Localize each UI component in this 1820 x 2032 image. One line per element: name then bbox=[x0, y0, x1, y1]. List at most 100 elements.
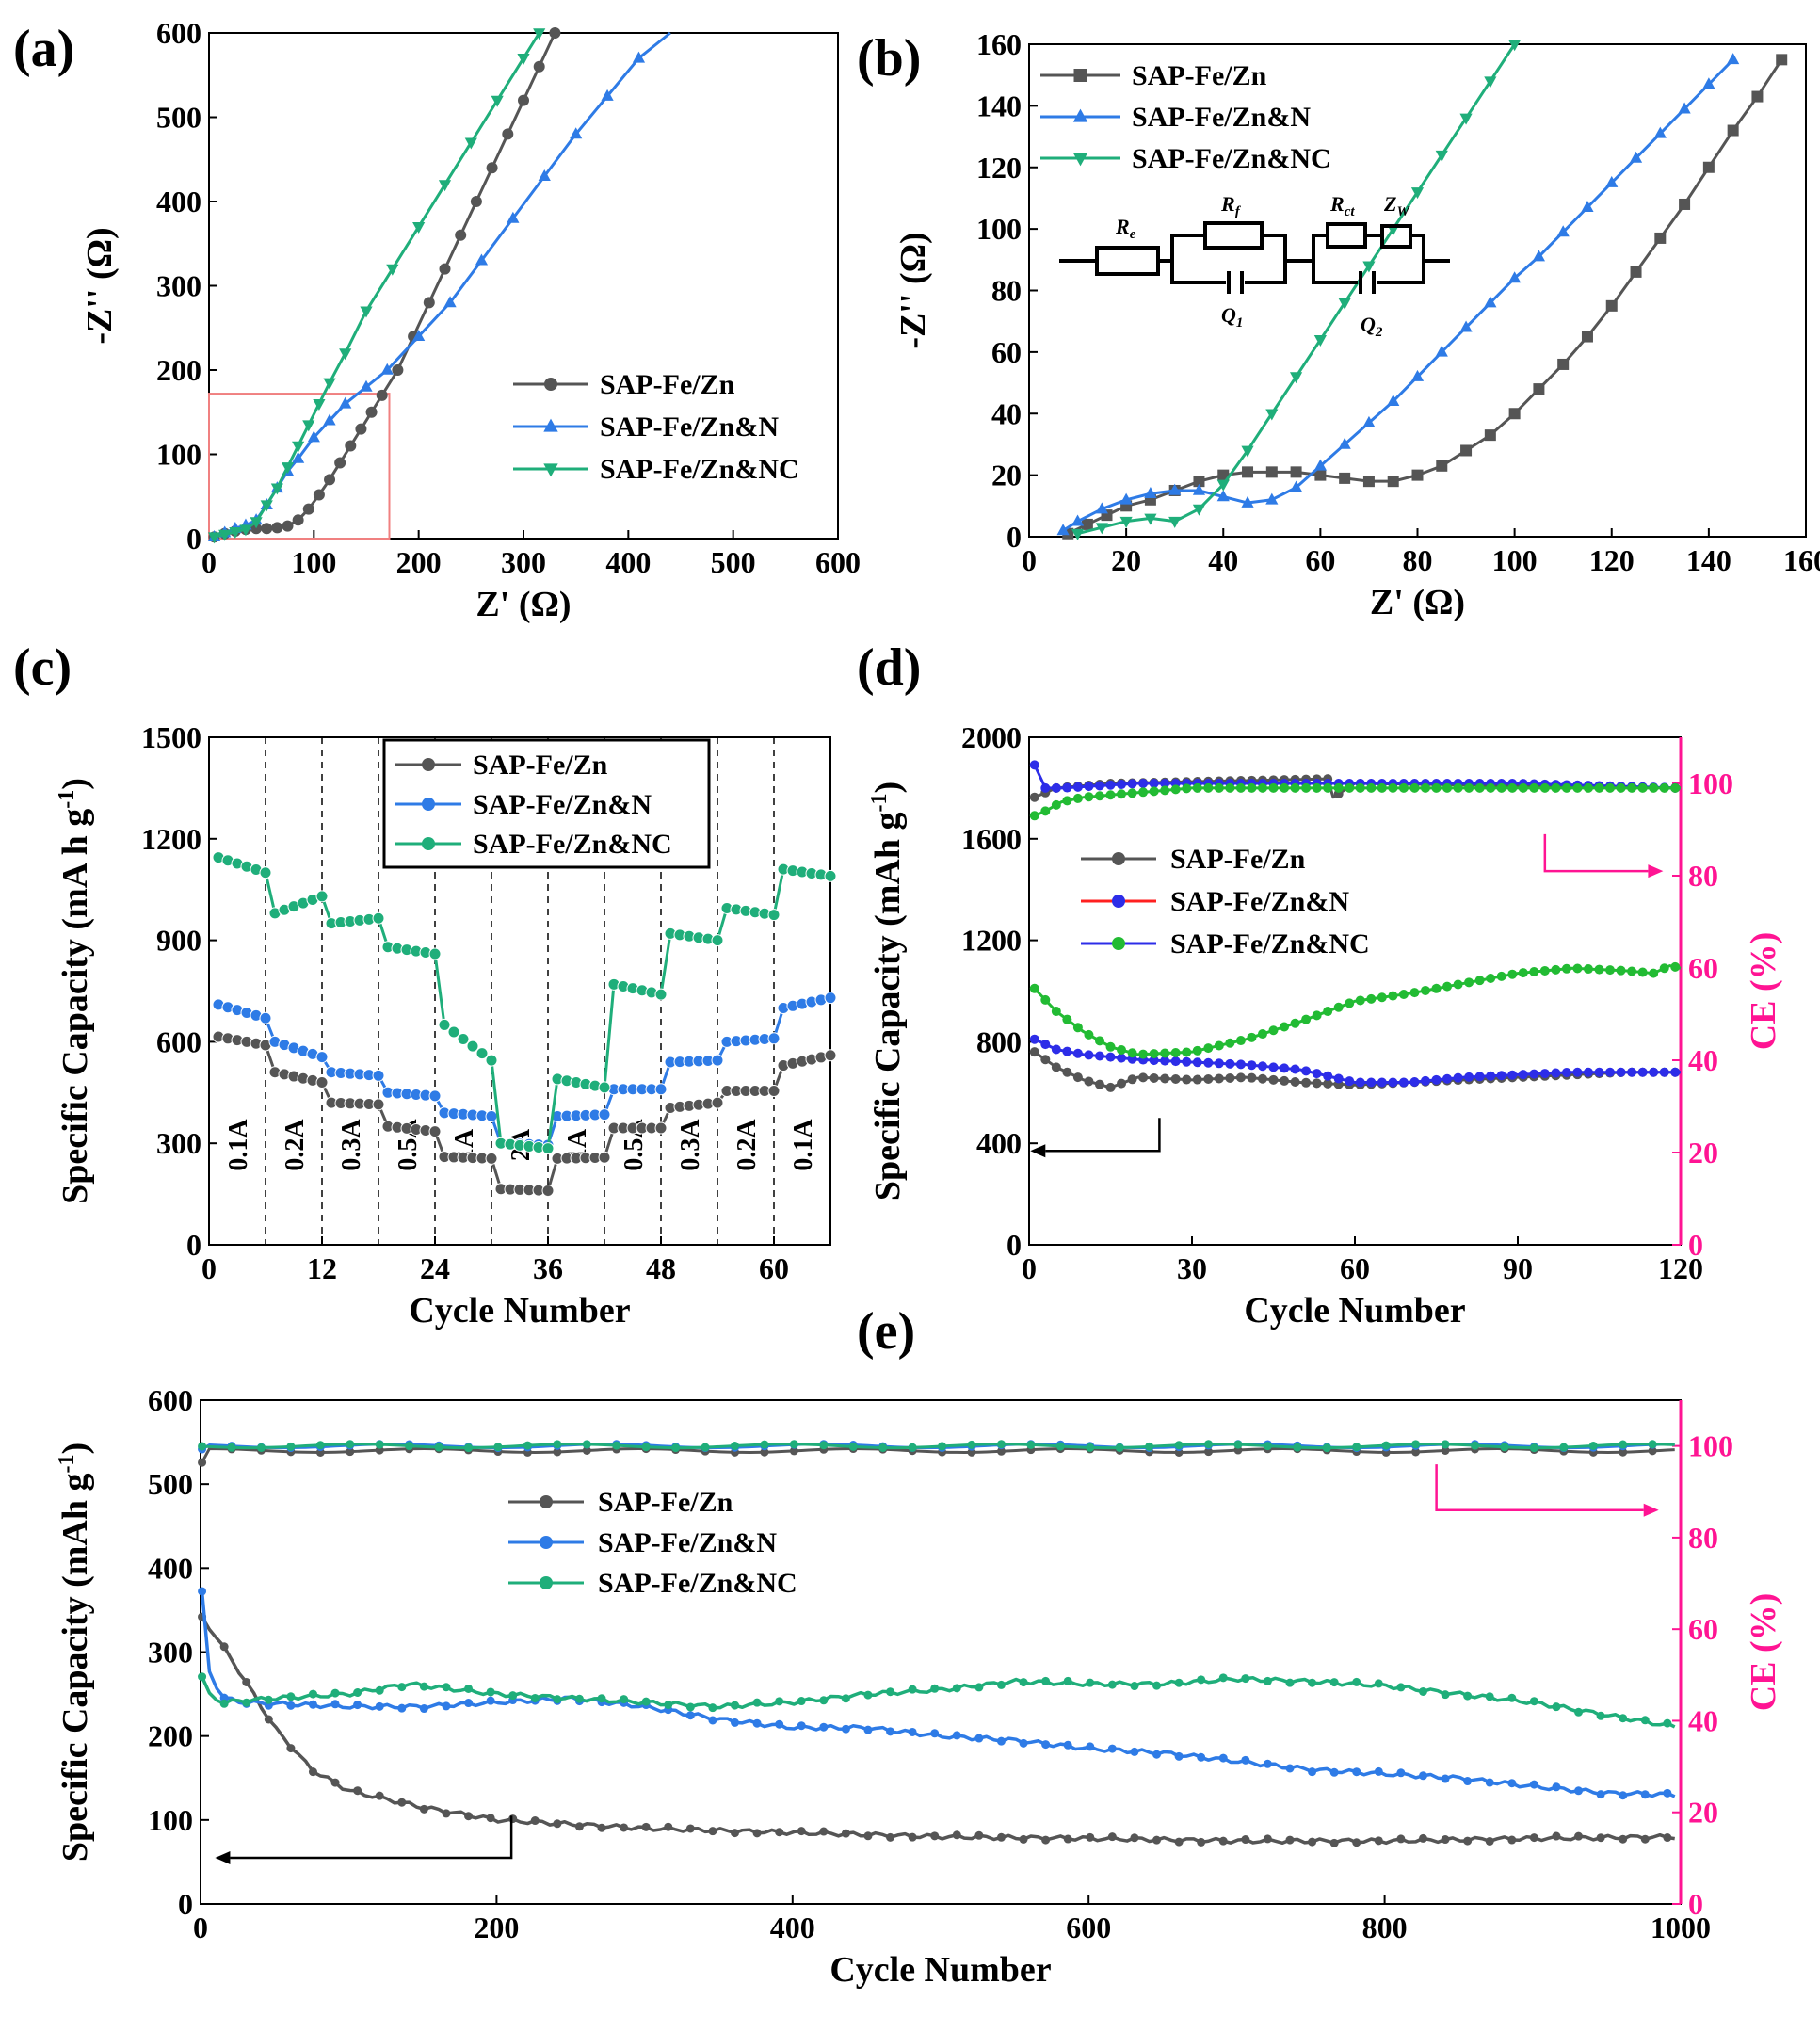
capacity-point bbox=[330, 1778, 340, 1787]
x-axis-label: Z' (Ω) bbox=[475, 585, 571, 624]
capacity-point bbox=[464, 1699, 474, 1708]
x-tick-label: 0 bbox=[201, 545, 217, 579]
capacity-point bbox=[1019, 1738, 1028, 1748]
ce-point bbox=[1659, 782, 1669, 793]
data-point bbox=[438, 180, 452, 192]
capacity-point bbox=[1285, 1764, 1295, 1773]
capacity-point bbox=[1323, 1007, 1333, 1017]
y-tick-label: 1200 bbox=[961, 924, 1022, 958]
capacity-point bbox=[1235, 1059, 1246, 1070]
capacity-point bbox=[574, 1822, 584, 1831]
x-tick-label: 0 bbox=[201, 1251, 217, 1285]
capacity-point bbox=[1182, 1047, 1192, 1057]
data-point bbox=[1484, 76, 1497, 89]
ce-point bbox=[1588, 1441, 1598, 1450]
ce-tick-label: 60 bbox=[1688, 951, 1718, 985]
capacity-point bbox=[597, 1823, 606, 1832]
capacity-point bbox=[996, 1680, 1006, 1689]
y-tick-label: 200 bbox=[156, 353, 201, 387]
data-point bbox=[315, 1051, 329, 1064]
x-tick-label: 120 bbox=[1658, 1251, 1703, 1285]
capacity-point bbox=[1463, 1691, 1473, 1701]
ce-point bbox=[1055, 1442, 1065, 1451]
capacity-point bbox=[1203, 1057, 1214, 1068]
ce-point bbox=[1323, 782, 1333, 793]
capacity-point bbox=[1170, 1056, 1181, 1067]
x-tick-label: 36 bbox=[533, 1251, 563, 1285]
x-tick-label: 200 bbox=[396, 545, 442, 579]
data-point bbox=[541, 1185, 555, 1198]
ce-point bbox=[967, 1440, 976, 1449]
data-point bbox=[475, 1047, 489, 1060]
legend-label: SAP-Fe/Zn bbox=[600, 369, 735, 400]
capacity-point bbox=[1301, 1077, 1312, 1088]
capacity-point bbox=[1594, 1067, 1604, 1077]
label-zw: ZW bbox=[1383, 192, 1410, 219]
ce-point bbox=[1149, 786, 1159, 797]
data-point bbox=[767, 1085, 781, 1098]
data-point bbox=[229, 527, 242, 540]
data-point bbox=[307, 430, 320, 443]
data-point bbox=[570, 127, 583, 139]
data-point bbox=[1653, 126, 1667, 138]
ce-point bbox=[1594, 782, 1604, 793]
capacity-point bbox=[775, 1828, 784, 1837]
y-tick-label: 60 bbox=[991, 335, 1022, 369]
capacity-point bbox=[863, 1690, 873, 1700]
capacity-point bbox=[1094, 1051, 1104, 1061]
capacity-point bbox=[1583, 1067, 1593, 1077]
data-point bbox=[315, 890, 329, 903]
capacity-point bbox=[1352, 1838, 1361, 1847]
data-point bbox=[292, 441, 305, 453]
y-axis-label: Specific Capacity (mAh g-1) bbox=[867, 782, 908, 1201]
capacity-point bbox=[1507, 969, 1518, 979]
y-tick-label: 40 bbox=[991, 396, 1022, 430]
data-point bbox=[1338, 437, 1351, 449]
capacity-point bbox=[886, 1687, 895, 1697]
data-point bbox=[324, 474, 336, 486]
capacity-point bbox=[597, 1694, 606, 1703]
data-point bbox=[292, 451, 305, 463]
capacity-point bbox=[1398, 1077, 1409, 1088]
x-tick-label: 160 bbox=[1783, 543, 1820, 577]
ce-point bbox=[1627, 782, 1637, 793]
ce-point bbox=[1263, 1442, 1272, 1451]
capacity-point bbox=[1105, 1041, 1116, 1052]
capacity-point bbox=[1290, 1018, 1300, 1028]
data-point bbox=[1508, 40, 1522, 52]
data-point bbox=[1168, 483, 1182, 495]
ce-point bbox=[1149, 779, 1159, 788]
x-tick-label: 12 bbox=[307, 1251, 337, 1285]
capacity-point bbox=[1640, 1716, 1650, 1725]
legend-label: SAP-Fe/Zn&N bbox=[598, 1527, 777, 1558]
capacity-point bbox=[863, 1725, 873, 1734]
y-tick-label: 500 bbox=[148, 1467, 193, 1501]
data-point bbox=[1702, 77, 1715, 89]
ce-point bbox=[346, 1447, 355, 1457]
ce-point bbox=[1312, 782, 1322, 793]
y-tick-label: 0 bbox=[178, 1887, 193, 1921]
capacity-point bbox=[1301, 1066, 1312, 1076]
data-point bbox=[711, 1054, 724, 1067]
x-tick-label: 400 bbox=[770, 1911, 815, 1944]
ce-point bbox=[1094, 781, 1104, 791]
capacity-point bbox=[330, 1688, 340, 1698]
ce-point bbox=[286, 1442, 296, 1451]
data-point bbox=[1071, 528, 1085, 540]
capacity-point bbox=[1072, 1072, 1083, 1083]
capacity-point bbox=[1374, 1766, 1383, 1776]
ce-point bbox=[1409, 782, 1420, 793]
data-point bbox=[1362, 415, 1376, 427]
rate-label: 0.3A bbox=[676, 1119, 705, 1171]
legend-label: SAP-Fe/Zn&NC bbox=[1170, 928, 1370, 960]
capacity-point bbox=[1019, 1834, 1028, 1844]
data-point bbox=[1362, 261, 1376, 273]
ce-point bbox=[1551, 782, 1561, 793]
capacity-point bbox=[1496, 971, 1506, 981]
capacity-point bbox=[1040, 994, 1051, 1005]
ce-point bbox=[1441, 1440, 1450, 1449]
capacity-point bbox=[1247, 1072, 1257, 1083]
capacity-point bbox=[308, 1700, 317, 1709]
capacity-point bbox=[1072, 1048, 1083, 1058]
capacity-point bbox=[1485, 1778, 1494, 1787]
